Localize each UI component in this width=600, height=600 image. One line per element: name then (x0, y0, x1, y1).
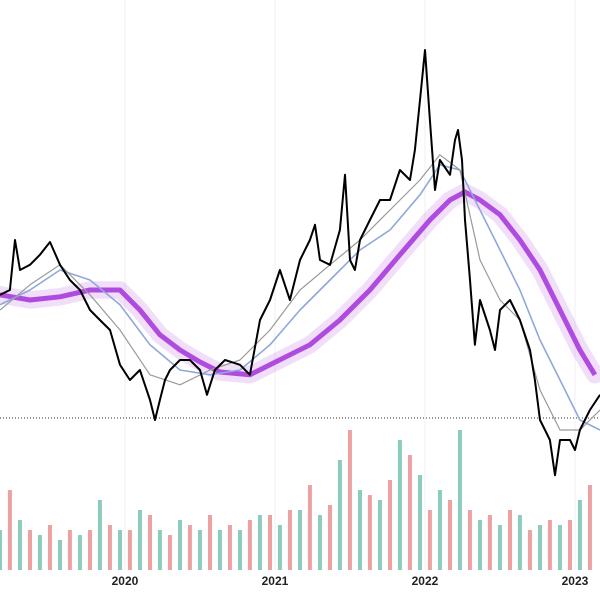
volume-bar (37, 535, 42, 570)
volume-bar (247, 520, 252, 570)
volume-bar (77, 535, 82, 570)
volume-bar (58, 540, 62, 570)
volume-bar (88, 530, 92, 570)
volume-bar (287, 510, 292, 570)
volume-bar (107, 525, 112, 570)
x-tick-label: 2020 (112, 574, 139, 588)
volume-bar (367, 495, 372, 570)
x-tick-label: 2021 (262, 574, 289, 588)
volume-bar (397, 440, 402, 570)
volume-bar (467, 510, 472, 570)
volume-bar (517, 515, 522, 570)
volume-bar (277, 525, 282, 570)
volume-bar (127, 530, 132, 570)
volume-bar (577, 500, 582, 570)
volume-bar (217, 530, 222, 570)
volume-bar (557, 525, 562, 570)
volume-bar (407, 455, 412, 570)
volume-bar (418, 475, 422, 570)
volume-bar (448, 500, 452, 570)
volume-bar (238, 530, 242, 570)
volume-bar (547, 520, 552, 570)
volume-bar (538, 525, 542, 570)
volume-bar (148, 515, 152, 570)
volume-bar (347, 430, 352, 570)
series-line (0, 189, 598, 378)
volume-bar (317, 515, 322, 570)
volume-bar (358, 490, 362, 570)
volume-bar (527, 530, 532, 570)
x-tick-label: 2023 (562, 574, 589, 588)
volume-bar (328, 505, 332, 570)
volume-bar (268, 515, 272, 570)
volume-bar (167, 535, 172, 570)
volume-bar (227, 525, 232, 570)
volume-bar (208, 515, 212, 570)
volume-bar (137, 510, 142, 570)
volume-bar (508, 510, 512, 570)
volume-bar (587, 485, 592, 570)
volume-bar (0, 530, 2, 570)
volume-bar (257, 515, 262, 570)
volume-bar (197, 530, 202, 570)
volume-bar (97, 500, 102, 570)
volume-bar (17, 520, 22, 570)
series-line (0, 164, 600, 431)
volume-bar (457, 430, 462, 570)
volume-bar (28, 530, 32, 570)
volume-bar (388, 480, 392, 570)
x-tick-label: 2022 (412, 574, 439, 588)
volume-bar (337, 460, 342, 570)
volume-bar (118, 530, 122, 570)
volume-bar (377, 500, 382, 570)
volume-bar (157, 530, 162, 570)
volume-bar (47, 525, 52, 570)
volume-bar (427, 510, 432, 570)
volume-bar (307, 485, 312, 570)
volume-bar (7, 490, 12, 570)
volume-bar (67, 530, 72, 570)
volume-bar (568, 520, 572, 570)
volume-bar (437, 490, 442, 570)
volume-bar (187, 525, 192, 570)
volume-bar (478, 520, 482, 570)
volume-bar (178, 520, 182, 570)
series-line (0, 49, 600, 477)
volume-bar (487, 515, 492, 570)
volume-bar (298, 510, 302, 570)
volume-bar (497, 525, 502, 570)
